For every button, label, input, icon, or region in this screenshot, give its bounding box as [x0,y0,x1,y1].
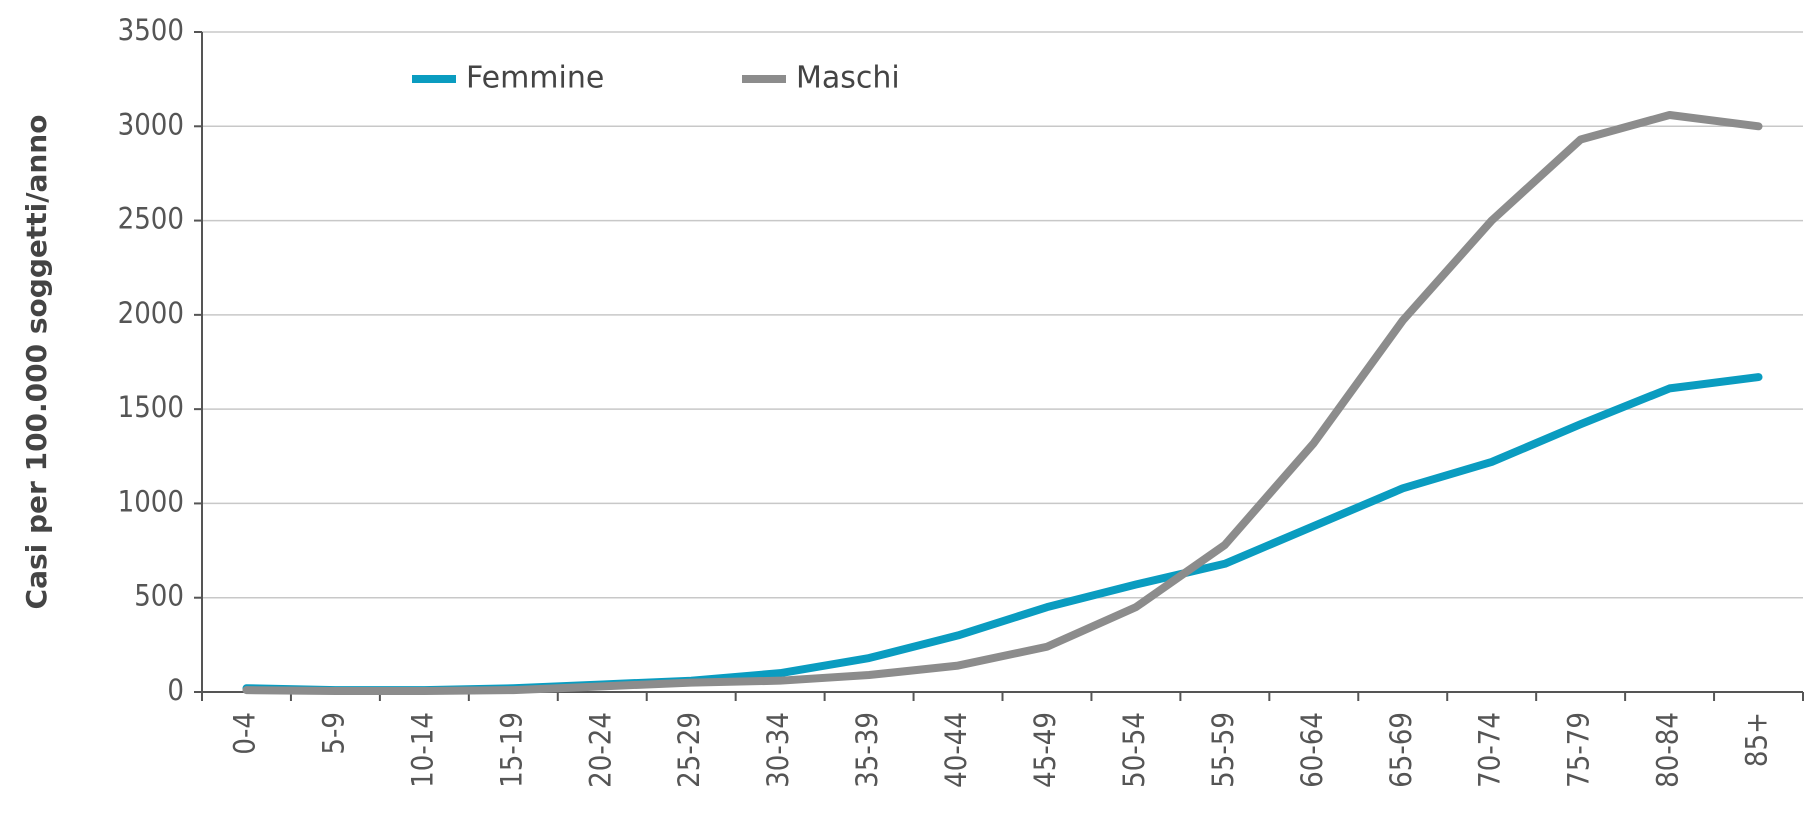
y-tick-label: 1500 [118,390,184,424]
y-tick-label: 3500 [118,13,184,47]
x-tick-label: 15-19 [494,712,528,788]
x-tick-label: 35-39 [850,712,884,788]
x-tick-label: 80-84 [1651,712,1685,788]
x-tick-label: 10-14 [405,712,439,788]
line-series [242,110,1763,696]
legend-label: Femmine [466,61,604,96]
x-tick-label: 70-74 [1473,712,1507,788]
line-series [242,373,1763,695]
x-tick-label: 50-54 [1117,712,1151,788]
x-tick-label: 30-34 [761,712,795,788]
x-tick-label: 85+ [1740,712,1774,767]
x-tick-label: 75-79 [1562,712,1596,788]
x-tick-label: 40-44 [939,712,973,788]
x-tick-label: 0-4 [227,712,261,755]
y-tick-label: 500 [134,579,184,613]
x-tick-label: 65-69 [1384,712,1418,788]
legend-label: Maschi [796,61,900,96]
y-tick-label: 0 [167,673,184,707]
y-tick-label: 1000 [118,484,184,518]
y-tick-label: 2000 [118,296,184,330]
y-tick-label: 3000 [118,107,184,141]
x-tick-label: 60-64 [1295,712,1329,788]
y-axis-label: Casi per 100.000 soggetti/anno [20,115,53,610]
x-tick-label: 45-49 [1028,712,1062,788]
x-tick-label: 5-9 [316,712,350,755]
x-tick-label: 55-59 [1206,712,1240,788]
y-tick-label: 2500 [118,202,184,236]
x-tick-label: 20-24 [583,712,617,788]
x-tick-label: 25-29 [672,712,706,788]
